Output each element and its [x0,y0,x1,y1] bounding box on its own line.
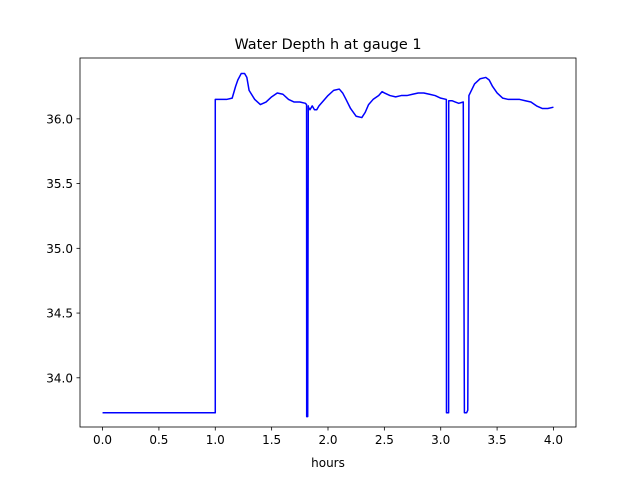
x-tick-label: 1.0 [206,433,225,447]
series-line-0 [102,72,554,418]
x-tick-label: 1.5 [262,433,281,447]
chart-title: Water Depth h at gauge 1 [234,37,421,53]
x-tick-label: 0.0 [93,433,112,447]
x-tick-label: 2.0 [318,433,337,447]
plot-area: 0.0 0.5 1.0 1.5 2.0 2.5 3.0 3.5 4.0 34.0 34.5 35.0 3… [46,57,577,447]
y-tick-label: 34.5 [46,307,73,321]
y-tick-label: 35.5 [46,177,73,191]
y-tick-label: 34.0 [46,371,73,385]
y-tick-label: 35.0 [46,242,73,256]
x-axis-label: hours [311,456,345,470]
x-tick-label: 0.5 [149,433,168,447]
x-tick-label: 3.5 [488,433,507,447]
x-tick-label: 4.0 [544,433,563,447]
y-tick-label: 36.0 [46,112,73,126]
x-tick-label: 3.0 [431,433,450,447]
x-tick-label: 2.5 [375,433,394,447]
